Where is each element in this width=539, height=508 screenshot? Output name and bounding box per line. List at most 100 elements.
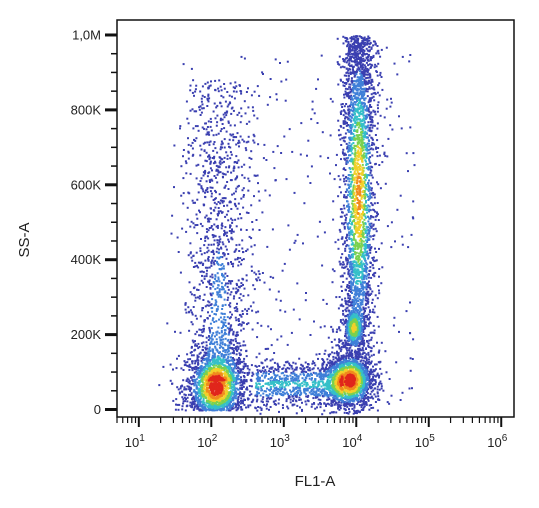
event-dot <box>322 367 325 370</box>
event-dot <box>368 284 371 287</box>
event-dot <box>339 66 342 69</box>
event-dot <box>221 200 224 202</box>
event-dot <box>235 90 238 93</box>
event-dot <box>237 324 240 326</box>
event-dot <box>357 354 360 357</box>
event-dot <box>361 93 364 96</box>
event-dot <box>185 398 187 400</box>
event-dot <box>181 405 184 408</box>
event-dot <box>291 372 294 375</box>
event-dot <box>258 279 261 282</box>
event-dot <box>343 157 346 160</box>
event-dot <box>208 143 211 146</box>
event-dot <box>227 409 230 412</box>
event-dot <box>312 397 315 400</box>
event-dot <box>239 344 242 347</box>
event-dot <box>319 369 322 372</box>
event-dot <box>339 320 342 323</box>
event-dot <box>249 305 252 308</box>
event-dot <box>339 262 342 265</box>
event-dot <box>346 145 349 148</box>
event-dot <box>342 263 345 266</box>
event-dot <box>246 323 248 326</box>
event-dot <box>208 154 211 157</box>
event-dot <box>271 366 274 369</box>
event-dot <box>350 290 352 293</box>
event-dot <box>241 371 244 374</box>
event-dot <box>217 210 220 213</box>
event-dot <box>314 407 317 410</box>
event-dot <box>271 394 274 397</box>
event-dot <box>372 267 375 270</box>
event-dot <box>342 126 345 129</box>
event-dot <box>259 394 262 397</box>
event-dot <box>353 101 356 103</box>
event-dot <box>209 322 212 325</box>
event-dot <box>182 63 185 66</box>
event-dot <box>228 341 231 344</box>
event-dot <box>335 344 338 347</box>
event-dot <box>360 399 362 402</box>
event-dot <box>180 194 183 197</box>
event-dot <box>188 363 191 366</box>
event-dot <box>193 294 196 297</box>
event-dot <box>187 378 190 381</box>
event-dot <box>407 170 409 173</box>
event-dot <box>345 74 348 77</box>
event-dot <box>342 356 345 359</box>
event-dot <box>209 343 211 346</box>
event-dot <box>363 114 366 117</box>
event-dot <box>249 390 252 393</box>
event-dot <box>213 341 216 344</box>
event-dot <box>240 92 243 95</box>
event-dot <box>224 272 227 275</box>
event-dot <box>363 78 366 81</box>
event-dot <box>368 235 371 238</box>
event-dot <box>355 341 358 344</box>
event-dot <box>220 355 223 358</box>
event-dot <box>261 211 264 214</box>
event-dot <box>221 161 224 164</box>
event-dot <box>296 404 299 407</box>
event-dot <box>378 164 381 166</box>
event-dot <box>304 379 307 382</box>
event-dot <box>194 333 197 336</box>
event-dot <box>371 116 374 119</box>
event-dot <box>218 166 221 169</box>
event-dot <box>371 80 374 83</box>
event-dot <box>223 156 226 159</box>
event-dot <box>206 266 209 269</box>
event-dot <box>358 46 361 49</box>
event-dot <box>231 370 234 373</box>
event-dot <box>349 37 352 40</box>
event-dot <box>227 363 230 366</box>
event-dot <box>384 154 387 157</box>
event-dot <box>193 402 196 405</box>
event-dot <box>310 393 313 396</box>
event-dot <box>367 342 370 345</box>
event-dot <box>276 374 279 377</box>
event-dot <box>346 56 349 59</box>
event-dot <box>358 397 361 400</box>
event-dot <box>379 71 382 74</box>
event-dot <box>348 238 351 240</box>
event-dot <box>194 378 197 381</box>
event-dot <box>318 353 321 355</box>
event-dot <box>360 53 363 56</box>
event-dot <box>341 106 344 108</box>
event-dot <box>328 403 331 406</box>
event-dot <box>369 115 372 118</box>
event-dot <box>345 124 348 127</box>
event-dot <box>278 375 281 378</box>
event-dot <box>197 361 200 364</box>
event-dot <box>201 368 204 371</box>
event-dot <box>265 404 268 407</box>
event-dot <box>197 129 200 132</box>
event-dot <box>229 359 232 362</box>
event-dot <box>262 157 265 160</box>
event-dot <box>201 345 204 348</box>
event-dot <box>200 238 202 240</box>
event-dot <box>210 250 213 253</box>
event-dot <box>177 388 180 391</box>
event-dot <box>288 248 291 251</box>
